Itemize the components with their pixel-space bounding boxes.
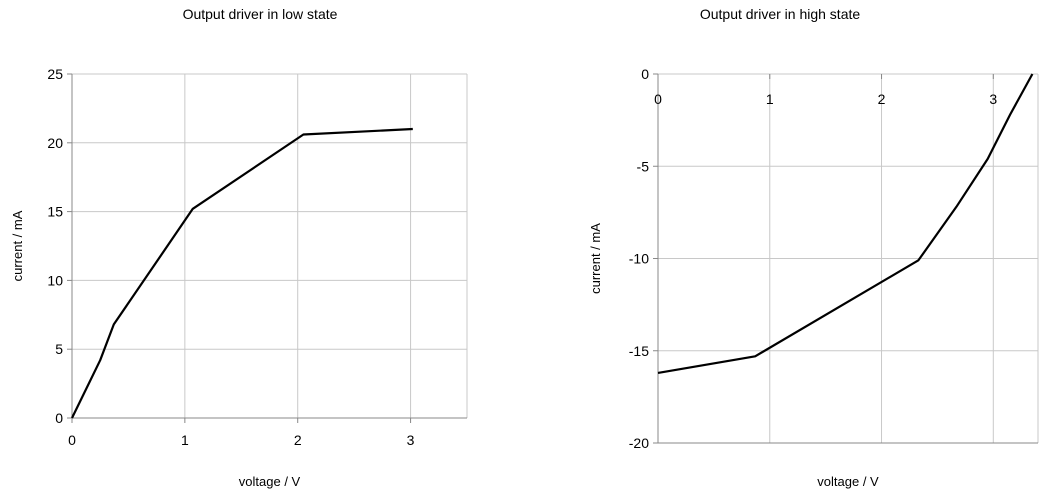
chart-high-state: Output driver in high state 0 -5 -10 -15 -20… — [520, 0, 1040, 497]
y-tick-label: 0 — [641, 66, 649, 82]
y-tick-label: -15 — [629, 343, 649, 359]
y-tick-label: 5 — [55, 341, 63, 357]
plot-low-state: 0 5 10 15 20 25 0 1 2 3 voltage / V current / mA — [10, 66, 468, 489]
chart-title: Output driver in high state — [699, 6, 861, 22]
y-axis-label: current / mA — [10, 210, 25, 281]
x-tick-label: 2 — [294, 432, 302, 448]
y-tick-label: 15 — [47, 204, 63, 220]
x-tick-label: 3 — [989, 91, 997, 107]
y-tick-label: -20 — [629, 435, 649, 451]
x-tick-label: 0 — [68, 432, 76, 448]
y-axis-label: current / mA — [588, 223, 603, 294]
y-tick-label: -10 — [629, 251, 649, 267]
x-tick-label: 0 — [654, 91, 662, 107]
chart-title: Output driver in low state — [182, 6, 338, 22]
x-tick-label: 1 — [181, 432, 189, 448]
series-line — [657, 73, 1034, 374]
series-line — [71, 127, 413, 419]
y-tick-label: 20 — [47, 135, 63, 151]
x-tick-label: 3 — [407, 432, 415, 448]
y-tick-label: 25 — [47, 66, 63, 82]
plot-high-state: 0 -5 -10 -15 -20 0 1 2 3 voltage / V current / mA — [588, 66, 1039, 489]
grid — [657, 73, 1039, 444]
x-axis-label: voltage / V — [239, 474, 301, 489]
y-tick-label: -5 — [637, 158, 650, 174]
x-tick-label: 2 — [878, 91, 886, 107]
grid — [71, 73, 468, 419]
x-axis-label: voltage / V — [817, 474, 879, 489]
y-tick-label: 0 — [55, 410, 63, 426]
chart-low-state: Output driver in low state 0 5 10 15 20 25 0 1 2… — [10, 6, 468, 489]
x-tick-label: 1 — [766, 91, 774, 107]
y-tick-label: 10 — [47, 272, 63, 288]
